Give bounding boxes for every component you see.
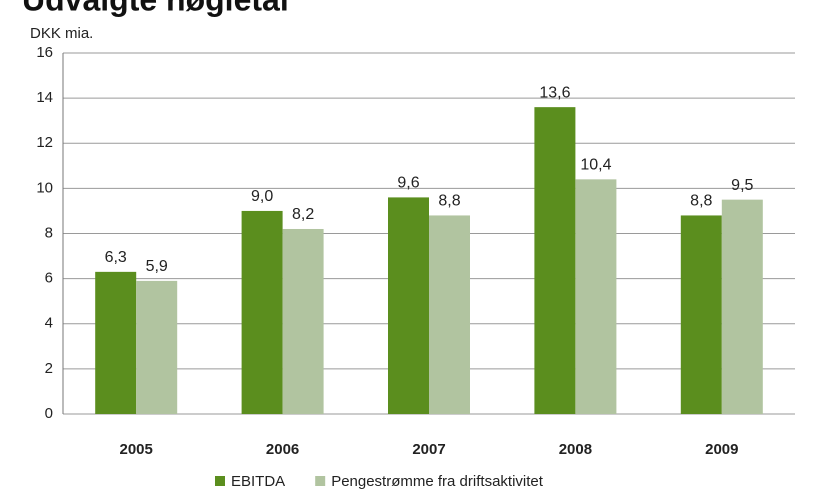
y-tick-label: 10 [36,179,53,196]
legend-label: Pengestrømme fra driftsaktivitet [331,473,544,490]
value-label: 9,0 [251,188,273,205]
y-tick-label: 2 [45,360,53,377]
legend-label: EBITDA [231,473,285,490]
value-label: 8,8 [690,193,712,210]
x-tick-label: 2006 [266,441,299,458]
value-label: 13,6 [539,84,570,101]
y-tick-label: 16 [36,44,53,61]
value-label: 8,8 [438,193,460,210]
value-label: 8,2 [292,206,314,223]
y-tick-label: 12 [36,134,53,151]
bar [575,179,617,414]
legend-swatch [315,476,326,486]
y-axis-label: DKK mia. [30,25,93,42]
bar [95,271,137,414]
y-tick-label: 6 [45,270,53,287]
bar [429,215,470,414]
bar [534,107,576,415]
y-tick-label: 4 [45,315,53,332]
y-tick-label: 8 [45,224,53,241]
bar [680,215,722,414]
x-tick-label: 2008 [559,441,592,458]
bar [282,228,324,414]
bar [721,199,763,414]
value-label: 6,3 [105,249,127,266]
value-label: 9,6 [397,175,419,192]
chart-title: Udvalgte nøgletal [22,0,289,17]
value-label: 5,9 [146,258,168,275]
y-tick-label: 14 [36,89,53,106]
value-label: 10,4 [580,157,611,174]
bar [136,280,178,414]
bar [388,197,429,414]
bar [241,210,283,414]
x-tick-label: 2009 [705,441,738,458]
value-label: 9,5 [731,177,753,194]
x-tick-label: 2007 [412,441,445,458]
x-tick-label: 2005 [120,441,153,458]
legend-swatch [215,476,225,486]
y-tick-label: 0 [45,405,53,422]
